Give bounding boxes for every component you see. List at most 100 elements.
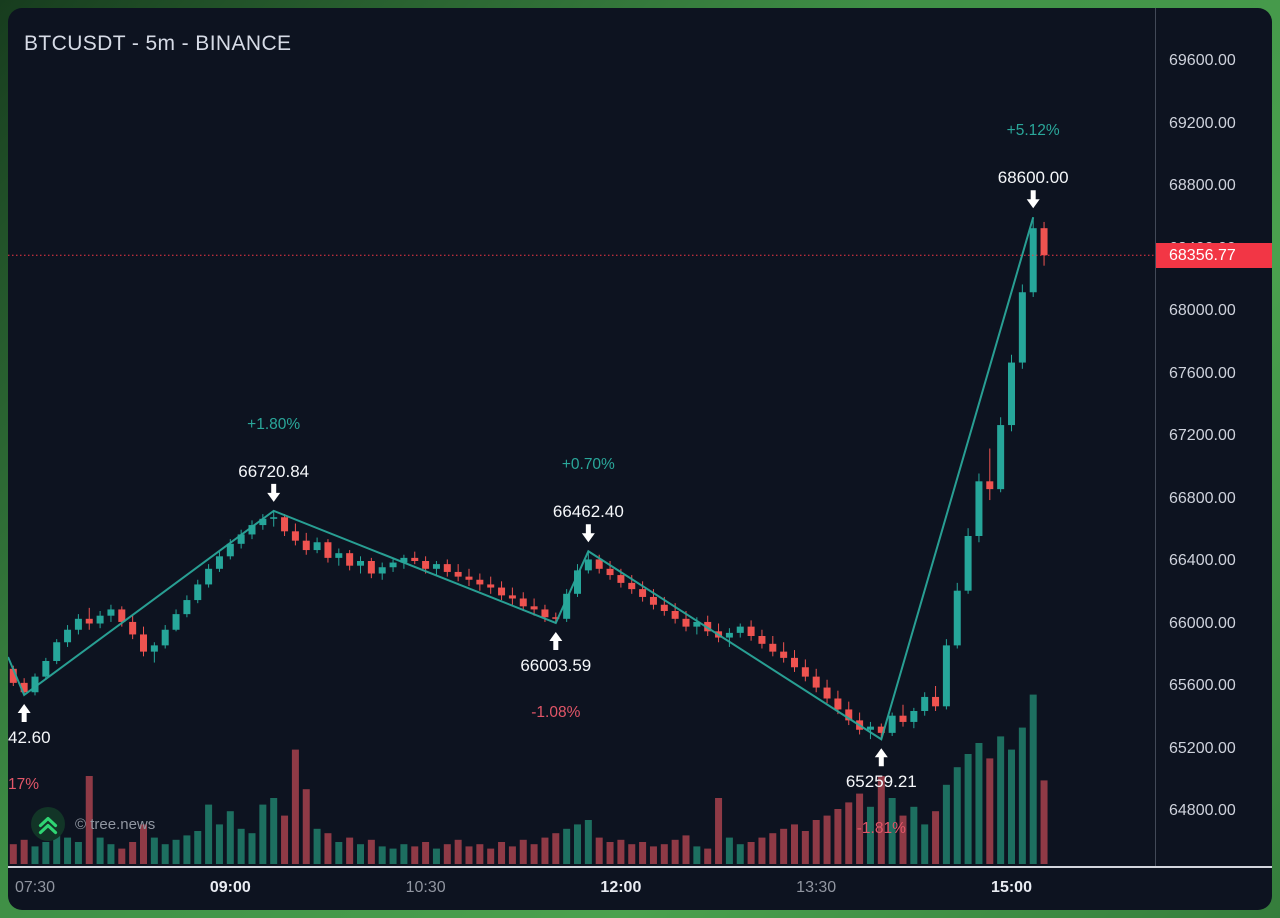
volume-bar [519,839,527,864]
candle-body [281,517,289,532]
arrow-up-icon [17,703,31,722]
price-chart-plot[interactable]: 42.60 17% 66720.84 +1.80% 66003.59 -1.08% 6646… [8,8,1155,866]
volume-bar [205,804,213,864]
candle-body [617,575,625,583]
volume-bar [1018,727,1026,864]
volume-bar [704,848,712,864]
candle-body [628,582,636,590]
candle-body [845,709,853,721]
volume-bar [888,798,896,864]
volume-bar [215,824,223,864]
volume-bar [769,833,777,864]
candle-body [74,618,82,630]
volume-bar [899,815,907,864]
volume-bar [823,815,831,864]
volume-bar [96,837,104,864]
candle-body [443,564,451,572]
candle-body [530,606,538,610]
chart-title: BTCUSDT - 5m - BINANCE [24,32,292,55]
volume-bar [736,844,744,864]
volume-bar [140,824,147,864]
candle-body [324,542,332,558]
volume-bar [335,842,343,864]
volume-bar [964,754,972,864]
price-axis-label: 66400.00 [1169,552,1236,569]
candle-body [226,543,234,557]
volume-bar [411,846,419,864]
volume-bar [74,842,82,864]
volume-bar [617,839,625,864]
volume-bar [31,846,39,864]
candle-body [378,567,386,574]
arrow-up-icon [874,748,888,767]
candle-body [85,618,93,624]
volume-bar [313,828,321,864]
candle-body [791,657,798,668]
volume-bar [389,848,397,864]
volume-bar [628,844,636,864]
candle-body [42,661,50,677]
volume-bar [801,831,809,864]
volume-bar [780,828,788,864]
volume-bar [465,846,473,864]
volume-bar [639,842,647,864]
volume-bar [747,842,755,864]
zigzag-line [8,216,1035,741]
candle-body [302,540,310,551]
candle-body [454,571,462,577]
price-axis-label: 64800.00 [1169,802,1236,819]
candle-body [574,570,581,594]
price-axis-label: 67600.00 [1169,364,1236,382]
candle-body [682,618,690,627]
candle-body [888,715,896,733]
candle-body [823,687,831,699]
candle-body [237,534,245,544]
volume-bar [53,833,61,864]
volume-bar [172,839,180,864]
candle-body [1029,228,1037,293]
volume-bar [866,806,874,864]
candle-body [508,595,516,599]
price-axis[interactable]: 69600.0069200.0068800.0068400.0068000.00… [1155,8,1272,866]
time-axis[interactable]: 07:30 09:00 10:30 12:00 13:30 15:00 [8,866,1272,910]
candle-body [834,698,842,710]
price-axis-label: 69600.00 [1169,52,1236,69]
volume-bar [302,789,310,864]
chart-panel: 42.60 17% 66720.84 +1.80% 66003.59 -1.08% 6646… [8,8,1272,910]
volume-bar [400,844,408,864]
candle-body [259,518,267,526]
candle-body [693,621,701,627]
volume-bar [921,824,929,864]
candle-body [552,617,560,619]
volume-bar [454,839,462,864]
candle-body [118,609,126,622]
candle-body [20,682,28,693]
volume-bar [649,846,657,864]
price-axis-label: 68800.00 [1169,177,1236,194]
price-axis-label: 68000.00 [1169,302,1236,319]
candle-body [584,559,592,571]
candle-body [671,611,679,619]
time-axis-label: 10:30 [405,879,446,896]
volume-bar [9,844,17,864]
volume-bar [563,828,571,864]
volume-bar [541,837,549,864]
volume-bar [877,776,885,864]
candle-body [964,536,972,591]
double-chevron-up-icon [31,807,65,841]
candle-body [780,651,788,658]
volume-bar [259,804,267,864]
candle-body [910,711,918,722]
candle-body [150,645,158,652]
candle-body [367,561,375,574]
candle-body [346,553,354,566]
price-axis-label: 69200.00 [1169,114,1236,132]
volume-bar [194,831,202,864]
candle-body [899,715,907,722]
volume-bar [530,844,538,864]
volume-bar [422,842,430,864]
candle-body [769,643,777,652]
candle-body [519,598,527,607]
volume-bar [725,837,733,864]
candle-body [758,636,766,644]
